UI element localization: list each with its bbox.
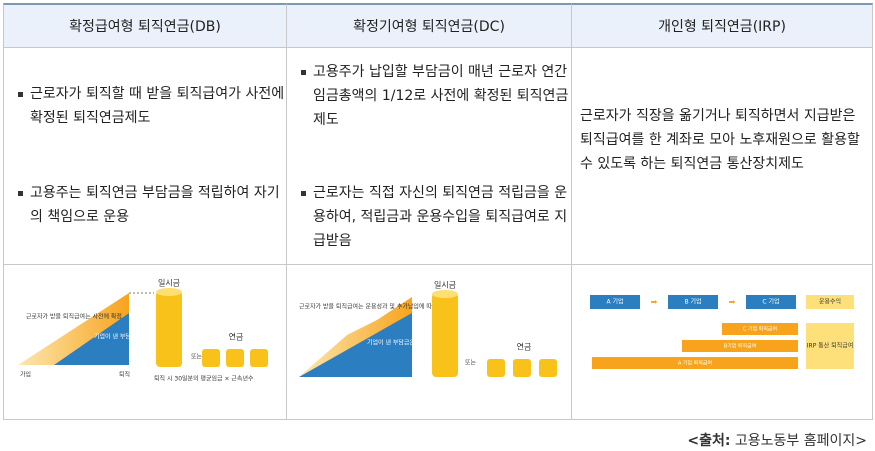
label: B기업 퇴직급여 xyxy=(724,343,757,350)
description-cell: 고용주가 납입할 부담금이 매년 근로자 연간 임금총액의 1/12로 사전에 … xyxy=(287,48,572,265)
header-cell: 개인형 퇴직연금(IRP) xyxy=(572,3,873,48)
note: 근로자가 받을 퇴직급여는 사전에 확정 xyxy=(26,313,122,321)
bullet: 고용주는 퇴직연금 부담금을 적립하여 자기의 책임으로 운용 xyxy=(16,181,288,229)
label: C 기업 퇴직급여 xyxy=(743,326,777,333)
label: A 기업 퇴직급여 xyxy=(678,360,712,367)
label: B 기업 xyxy=(684,298,701,306)
irp-diagram: A 기업 ➡ B 기업 ➡ C 기업 운용수익 C 기업 퇴직급여 B기업 퇴직… xyxy=(590,295,854,369)
label: 퇴직 xyxy=(119,371,130,379)
bullet: 근로자는 직접 자신의 퇴직연금 적립금을 운용하여, 적립금과 운용수입을 퇴… xyxy=(299,181,571,253)
description-cell: 근로자가 퇴직할 때 받을 퇴직급여가 사전에 확정된 퇴직연금제도 고용주는 … xyxy=(3,48,287,265)
diagram-cell: 근로자가 받을 퇴직급여는 운용성과 및 추가납입에 따라 변동 기업이 낸 부… xyxy=(287,265,572,420)
note: 근로자가 받을 퇴직급여는 운용성과 및 추가납입에 따라 변동 xyxy=(299,303,451,311)
label: 가입 xyxy=(20,371,31,379)
dc-diagram: 근로자가 받을 퇴직급여는 운용성과 및 추가납입에 따라 변동 기업이 낸 부… xyxy=(299,281,557,377)
label: C 기업 xyxy=(762,298,779,306)
diagram-cell: A 기업 ➡ B 기업 ➡ C 기업 운용수익 C 기업 퇴직급여 B기업 퇴직… xyxy=(572,265,873,420)
label: 또는 xyxy=(465,360,477,367)
description: 근로자가 직장을 옮기거나 퇴직하면서 지급받은 퇴직급여를 한 계좌로 모아 … xyxy=(580,108,860,172)
label: 또는 xyxy=(191,354,203,361)
description-cell: 근로자가 직장을 옮기거나 퇴직하면서 지급받은 퇴직급여를 한 계좌로 모아 … xyxy=(572,48,873,265)
source-label: <출처: xyxy=(687,433,731,449)
label: IRP 통산 퇴직급여 xyxy=(807,342,854,350)
formula: 퇴직 시 30일분의 평균임금 × 근속년수 xyxy=(154,375,254,383)
note: 기업이 낸 부담금은 임금총액의 1/12 확정 xyxy=(367,339,473,347)
source: <출처: 고용노동부 홈페이지> xyxy=(687,430,867,450)
label: A 기업 xyxy=(606,298,623,306)
label: 연금 xyxy=(517,343,532,352)
source-text: 고용노동부 홈페이지> xyxy=(734,433,867,449)
diagram-cell: 근로자가 받을 퇴직급여는 사전에 확정 기업이 낸 부담금은 운용실적에 따라… xyxy=(3,265,287,420)
bullet: 근로자가 퇴직할 때 받을 퇴직급여가 사전에 확정된 퇴직연금제도 xyxy=(16,82,288,130)
shape xyxy=(156,291,182,367)
label: 연금 xyxy=(229,333,244,342)
note: 기업이 낸 부담금은 운용실적에 따라 변동 xyxy=(94,333,198,341)
shape xyxy=(54,313,129,365)
label: 운용수익 xyxy=(819,298,841,306)
bullet: 고용주가 납입할 부담금이 매년 근로자 연간 임금총액의 1/12로 사전에 … xyxy=(299,60,571,132)
label: 일시금 xyxy=(434,281,456,290)
header-cell: 확정기여형 퇴직연금(DC) xyxy=(287,3,572,48)
db-diagram: 근로자가 받을 퇴직급여는 사전에 확정 기업이 낸 부담금은 운용실적에 따라… xyxy=(18,279,268,383)
shape xyxy=(299,313,412,377)
label: 일시금 xyxy=(158,279,180,288)
header-cell: 확정급여형 퇴직연금(DB) xyxy=(3,3,287,48)
svg-text:➡: ➡ xyxy=(729,298,736,307)
svg-text:➡: ➡ xyxy=(651,298,658,307)
